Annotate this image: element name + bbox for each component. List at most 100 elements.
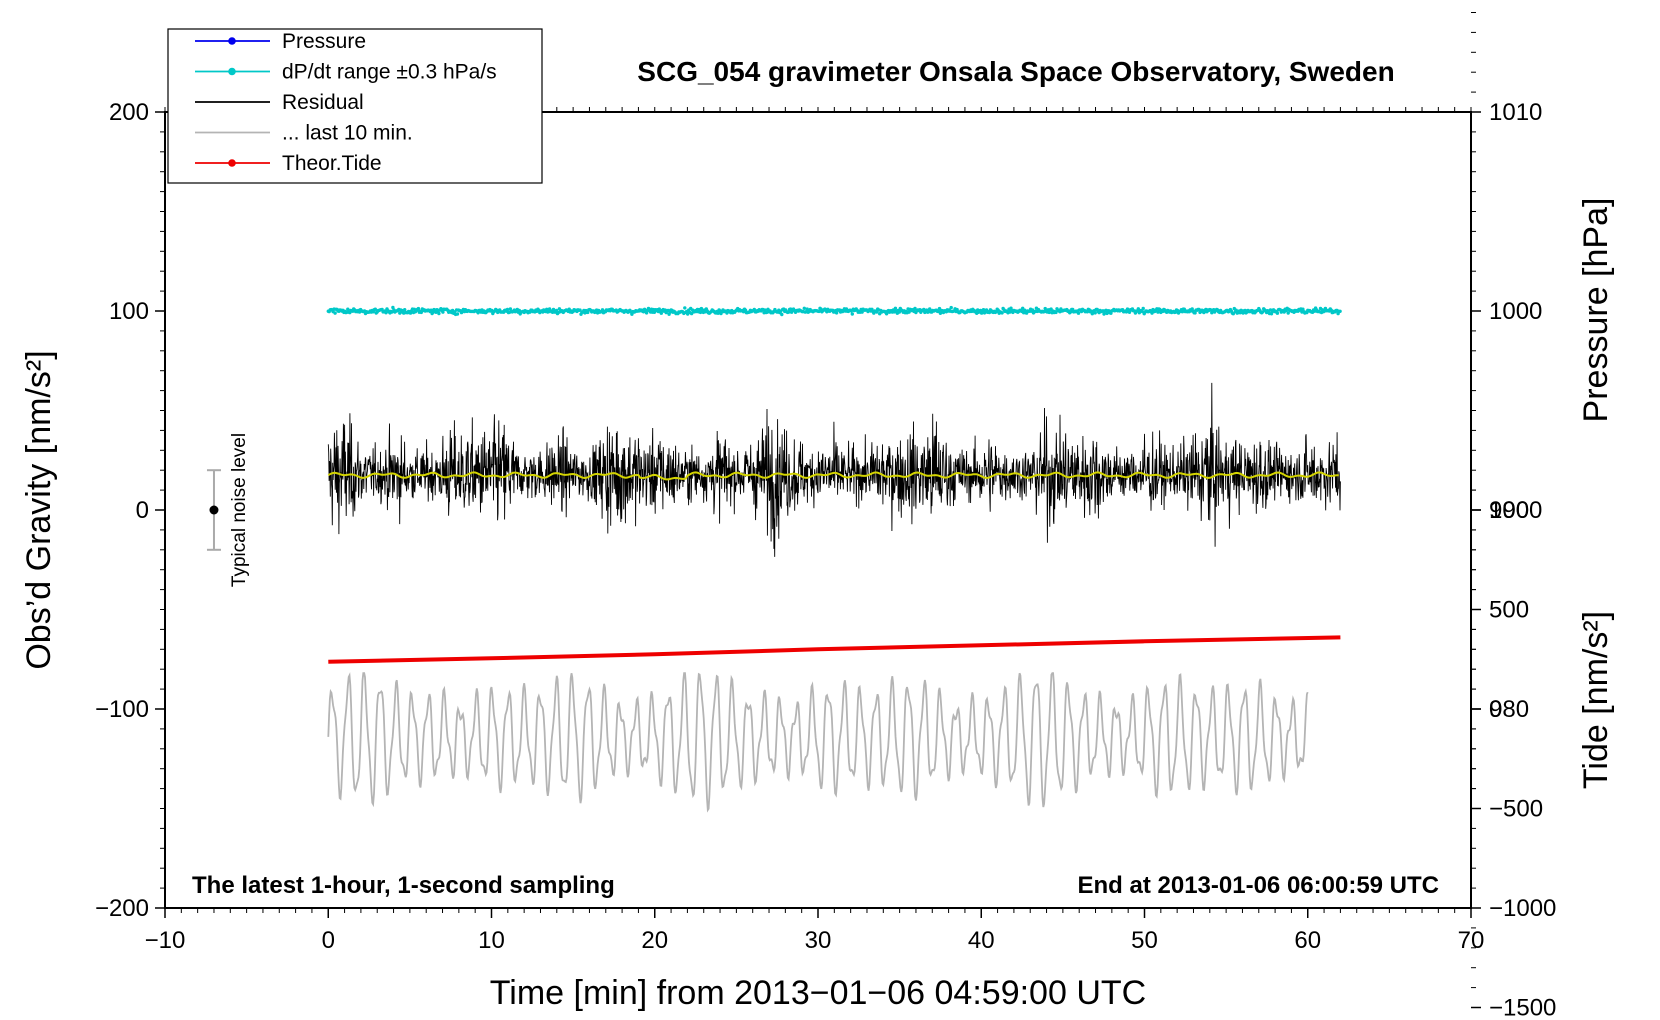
axes-layer: −10 0 10 20 30 40 50 60 70−200−10001002009809901… xyxy=(95,12,1556,1020)
x-tick-label: 10 xyxy=(478,927,505,954)
dpdt-point xyxy=(1141,306,1145,311)
legend: Pressure dP/dt range ±0.3 hPa/s Residual..… xyxy=(167,28,543,184)
pressure-tick-label: 990 xyxy=(1489,497,1529,524)
legend-label: ... last 10 min. xyxy=(282,122,413,145)
dpdt-point xyxy=(437,311,441,316)
legend-box xyxy=(167,28,543,184)
y-tick-label: 200 xyxy=(109,99,149,126)
dpdt-point xyxy=(1076,311,1081,315)
legend-marker xyxy=(228,159,236,167)
dpdt-point xyxy=(893,306,898,310)
x-tick-label: 50 xyxy=(1131,927,1158,954)
y-axis-title-pressure: Pressure [hPa] xyxy=(1577,198,1615,423)
dpdt-point xyxy=(802,306,806,310)
legend-label: Theor.Tide xyxy=(282,152,382,175)
x-tick-label: 30 xyxy=(805,927,832,954)
dpdt-point xyxy=(949,305,953,310)
dpdt-point xyxy=(1275,311,1280,315)
legend-label: dP/dt range ±0.3 hPa/s xyxy=(282,61,497,84)
dpdt-point xyxy=(373,307,377,311)
dpdt-point xyxy=(455,312,460,316)
dpdt-point xyxy=(1140,309,1144,314)
dpdt-point xyxy=(683,306,687,310)
y-tick-label: 100 xyxy=(109,298,149,325)
x-axis-title: Time [min] from 2013−01−06 04:59:00 UTC xyxy=(490,974,1146,1012)
dpdt-point xyxy=(1338,309,1342,313)
dpdt-point xyxy=(1043,306,1047,311)
pressure-tick-label: 980 xyxy=(1489,696,1529,723)
dpdt-point xyxy=(850,312,854,316)
dpdt-point xyxy=(398,311,402,315)
x-tick-label: 40 xyxy=(968,927,995,954)
legend-label: Residual xyxy=(282,91,364,114)
dpdt-point xyxy=(644,311,649,315)
plot-area xyxy=(326,305,1342,813)
dpdt-point xyxy=(780,312,784,317)
dpdt-point xyxy=(1102,312,1106,316)
dpdt-point xyxy=(938,311,943,315)
dpdt-point xyxy=(805,307,809,311)
x-tick-label: 0 xyxy=(322,927,335,954)
dpdt-point xyxy=(698,310,703,315)
noise-center-dot xyxy=(209,505,219,515)
dpdt-point xyxy=(1156,310,1160,314)
dpdt-point xyxy=(1000,311,1004,315)
smoothed-residual-line xyxy=(327,471,1339,481)
dpdt-point xyxy=(1180,310,1185,314)
dpdt-point xyxy=(505,307,510,312)
y-axis-title-gravity: Obs’d Gravity [nm/s²] xyxy=(20,350,58,669)
theoretical-tide-line xyxy=(328,635,1341,664)
tide-tick-label: −500 xyxy=(1489,796,1543,823)
x-tick-label: 70 xyxy=(1458,927,1485,954)
dpdt-point xyxy=(786,310,791,314)
dpdt-point xyxy=(817,309,821,314)
series-layer xyxy=(326,305,1342,813)
y-axis-title-tide: Tide [nm/s²] xyxy=(1577,611,1615,789)
legend-label: Pressure xyxy=(282,30,366,53)
noise-level-indicator xyxy=(206,469,221,551)
dpdt-point xyxy=(657,307,661,311)
dpdt-point xyxy=(928,307,932,311)
dpdt-point xyxy=(1234,308,1238,312)
annotation-sampling: The latest 1-hour, 1-second sampling xyxy=(192,872,615,899)
dpdt-point xyxy=(346,307,350,311)
x-tick-label: 20 xyxy=(641,927,668,954)
y-tick-label: 0 xyxy=(136,497,149,524)
tide-tick-label: 1000 xyxy=(1489,497,1542,524)
dpdt-point xyxy=(913,306,917,311)
tide-tick-label: −1000 xyxy=(1489,895,1556,922)
dpdt-point xyxy=(508,307,513,311)
dpdt-point xyxy=(1093,311,1097,315)
noise-level-label: Typical noise level xyxy=(229,433,250,587)
x-tick-label: −10 xyxy=(145,927,186,954)
dpdt-point xyxy=(1127,310,1132,314)
legend-marker xyxy=(228,37,236,45)
dpdt-point xyxy=(834,311,839,315)
residual-line xyxy=(327,382,1341,557)
dpdt-point xyxy=(586,310,590,315)
pressure-tick-label: 1010 xyxy=(1489,99,1542,126)
annotation-end-time: End at 2013-01-06 06:00:59 UTC xyxy=(1078,872,1440,899)
x-tick-label: 60 xyxy=(1294,927,1321,954)
pressure-tick-label: 1000 xyxy=(1489,298,1542,325)
y-tick-label: −200 xyxy=(95,895,149,922)
tide-tick-label: −1500 xyxy=(1489,995,1556,1020)
tide-oscillation-line xyxy=(327,672,1309,813)
legend-marker xyxy=(228,67,236,76)
dpdt-point xyxy=(716,311,720,315)
dpdt-point xyxy=(1286,311,1290,315)
y-tick-label: −100 xyxy=(95,696,149,723)
dpdt-point xyxy=(333,311,337,315)
dpdt-point xyxy=(1193,311,1197,315)
dpdt-point xyxy=(416,306,421,311)
dpdt-point xyxy=(659,311,663,315)
dpdt-point xyxy=(907,310,911,314)
tide-tick-label: 500 xyxy=(1489,597,1529,624)
dpdt-point xyxy=(1105,311,1109,316)
chart-title: SCG_054 gravimeter Onsala Space Observat… xyxy=(637,56,1394,87)
dpdt-point xyxy=(1047,310,1051,315)
dpdt-point xyxy=(403,308,407,312)
dpdt-point xyxy=(441,310,445,314)
dpdt-series xyxy=(326,305,1342,317)
